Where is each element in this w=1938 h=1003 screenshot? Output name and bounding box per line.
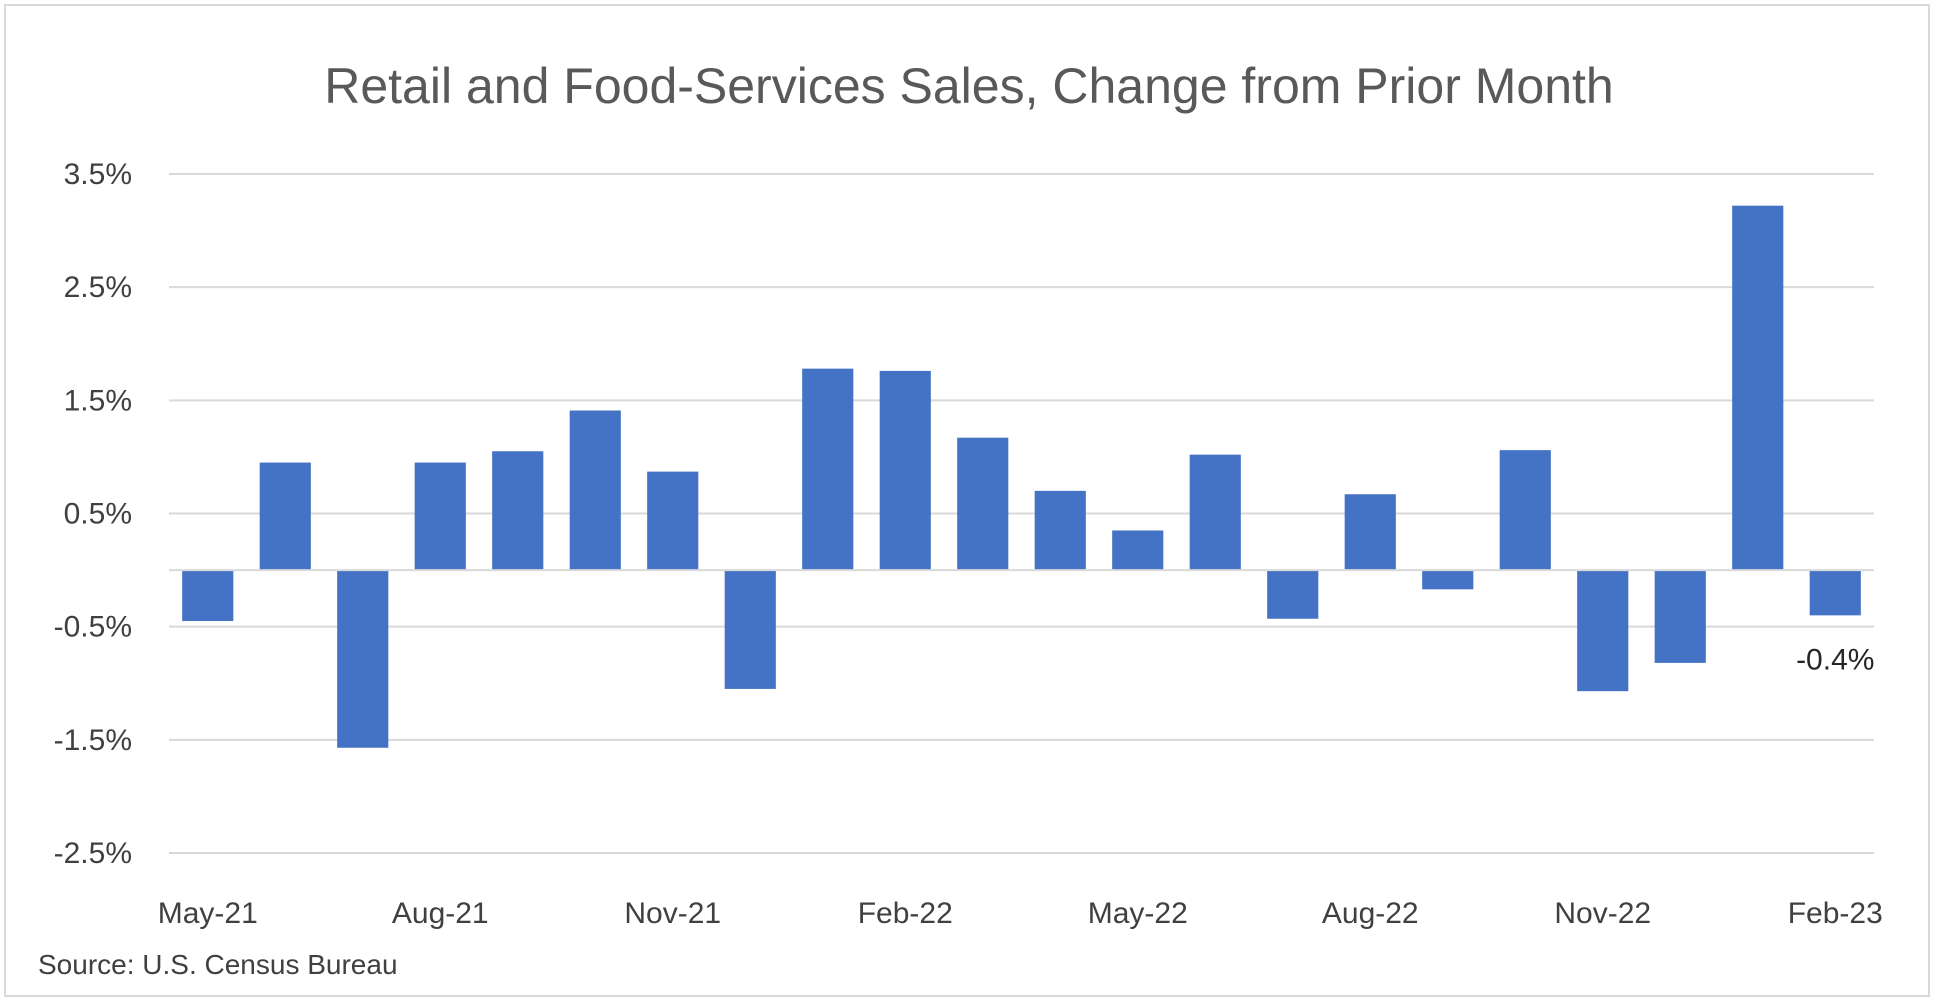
bar-jun-22 [1189, 454, 1241, 571]
y-tick-label: 0.5% [64, 498, 132, 531]
x-tick-label: Nov-22 [1554, 897, 1651, 930]
bar-oct-21 [569, 410, 621, 571]
bar-nov-21 [647, 471, 699, 571]
x-tick-label: Aug-22 [1322, 897, 1419, 930]
bar-jun-21 [259, 462, 311, 571]
bar-oct-22 [1499, 450, 1551, 571]
y-tick-label: 2.5% [64, 271, 132, 304]
bar-feb-22 [879, 370, 931, 571]
source-note: Source: U.S. Census Bureau [38, 949, 398, 980]
bar-sep-21 [492, 451, 544, 571]
bar-dec-22 [1654, 570, 1706, 663]
bar-may-22 [1112, 530, 1164, 571]
bar-jul-21 [337, 570, 389, 748]
x-tick-label: Nov-21 [624, 897, 721, 930]
bar-may-21 [182, 570, 234, 622]
x-tick-label: May-22 [1088, 897, 1188, 930]
bar-mar-22 [957, 437, 1009, 571]
y-tick-label: -1.5% [54, 724, 132, 757]
y-tick-label: 3.5% [64, 158, 132, 191]
y-axis-tick-labels: 3.5% 2.5% 1.5% 0.5% -0.5% -1.5% -2.5% [54, 158, 132, 870]
chart-frame: Retail and Food-Services Sales, Change f… [4, 4, 1930, 997]
bar-jan-23 [1732, 205, 1784, 571]
bar-sep-22 [1422, 570, 1474, 590]
bar-nov-22 [1577, 570, 1629, 692]
bar-apr-22 [1034, 490, 1086, 571]
x-tick-label: Aug-21 [392, 897, 489, 930]
x-tick-label: Feb-23 [1788, 897, 1883, 930]
bar-dec-21 [724, 570, 776, 689]
bar-feb-23 [1809, 570, 1861, 616]
chart-title: Retail and Food-Services Sales, Change f… [324, 58, 1613, 114]
y-tick-label: 1.5% [64, 384, 132, 417]
bars [182, 205, 1861, 748]
x-tick-label: Feb-22 [858, 897, 953, 930]
bar-aug-21 [414, 462, 466, 571]
bar-chart: Retail and Food-Services Sales, Change f… [38, 58, 1883, 980]
bar-jan-22 [802, 368, 854, 571]
x-axis-tick-labels: May-21 Aug-21 Nov-21 Feb-22 May-22 Aug-22 Nov-… [158, 897, 1883, 930]
bar-jul-22 [1267, 570, 1319, 619]
bar-aug-22 [1344, 494, 1396, 571]
y-tick-label: -0.5% [54, 611, 132, 644]
data-label-feb-23: -0.4% [1796, 643, 1874, 676]
y-tick-label: -2.5% [54, 837, 132, 870]
x-tick-label: May-21 [158, 897, 258, 930]
